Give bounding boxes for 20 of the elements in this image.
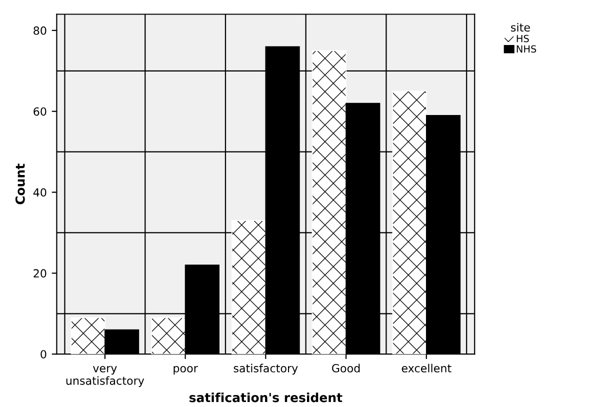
y-tick-label: 0: [40, 350, 46, 358]
y-tick-label: 80: [34, 26, 46, 35]
x-tick-label: Good: [332, 364, 360, 372]
y-tick-label: 20: [34, 269, 46, 278]
x-tick-label: excellent: [402, 364, 452, 372]
bar: [70, 317, 106, 354]
bar: [151, 317, 186, 354]
legend-label: NHS: [516, 45, 536, 53]
bar: [231, 220, 266, 354]
legend-title: site: [511, 22, 530, 32]
y-tick-label: 40: [33, 188, 46, 197]
legend-label: HS: [516, 34, 529, 42]
x-tick-label: satisfactory: [234, 364, 298, 375]
x-axis-title: satification's resident: [189, 392, 342, 402]
bar: [392, 90, 427, 354]
y-axis-title: Count: [15, 164, 25, 204]
x-tick-label: very unsatisfactory: [66, 366, 144, 388]
bar: [312, 50, 346, 354]
x-tick-label: poor: [174, 366, 198, 375]
y-tick-label: 60: [34, 107, 46, 116]
